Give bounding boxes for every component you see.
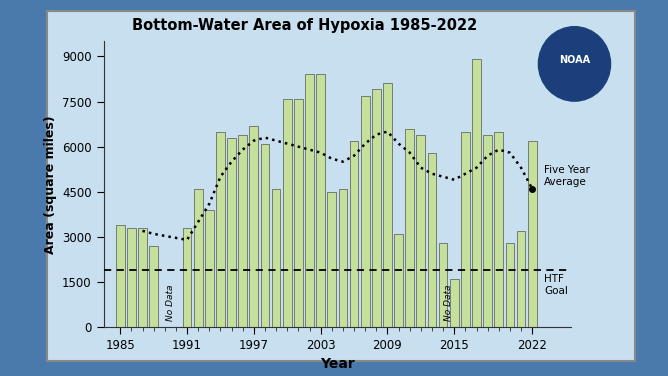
- Bar: [394, 234, 403, 327]
- Bar: [138, 228, 147, 327]
- Bar: [350, 141, 359, 327]
- Bar: [194, 189, 202, 327]
- Bar: [405, 129, 414, 327]
- Bar: [517, 231, 526, 327]
- Bar: [305, 74, 314, 327]
- Bar: [283, 99, 292, 327]
- Bar: [216, 132, 225, 327]
- Title: Bottom-Water Area of Hypoxia 1985-2022: Bottom-Water Area of Hypoxia 1985-2022: [132, 18, 477, 33]
- Text: NOAA: NOAA: [559, 55, 590, 65]
- Bar: [183, 228, 192, 327]
- Bar: [294, 99, 303, 327]
- Bar: [361, 96, 369, 327]
- Bar: [116, 225, 125, 327]
- Bar: [150, 246, 158, 327]
- Text: Five Year
Average: Five Year Average: [544, 165, 591, 187]
- Bar: [227, 138, 236, 327]
- Bar: [205, 210, 214, 327]
- Bar: [261, 144, 269, 327]
- Text: No Data: No Data: [166, 285, 175, 321]
- Bar: [528, 141, 536, 327]
- Bar: [450, 279, 459, 327]
- Bar: [327, 192, 336, 327]
- Bar: [238, 135, 247, 327]
- Bar: [484, 135, 492, 327]
- Bar: [249, 126, 258, 327]
- X-axis label: Year: Year: [320, 358, 355, 371]
- Bar: [461, 132, 470, 327]
- Bar: [339, 189, 347, 327]
- Text: No Data: No Data: [444, 285, 453, 321]
- Bar: [317, 74, 325, 327]
- Bar: [428, 153, 436, 327]
- Bar: [383, 83, 392, 327]
- Bar: [506, 243, 514, 327]
- Bar: [372, 89, 381, 327]
- Bar: [494, 132, 503, 327]
- Y-axis label: Area (square miles): Area (square miles): [43, 115, 57, 253]
- Bar: [472, 59, 481, 327]
- Circle shape: [538, 27, 611, 101]
- Bar: [127, 228, 136, 327]
- Bar: [416, 135, 425, 327]
- Text: HTF
Goal: HTF Goal: [544, 274, 568, 296]
- Bar: [272, 189, 281, 327]
- Bar: [439, 243, 448, 327]
